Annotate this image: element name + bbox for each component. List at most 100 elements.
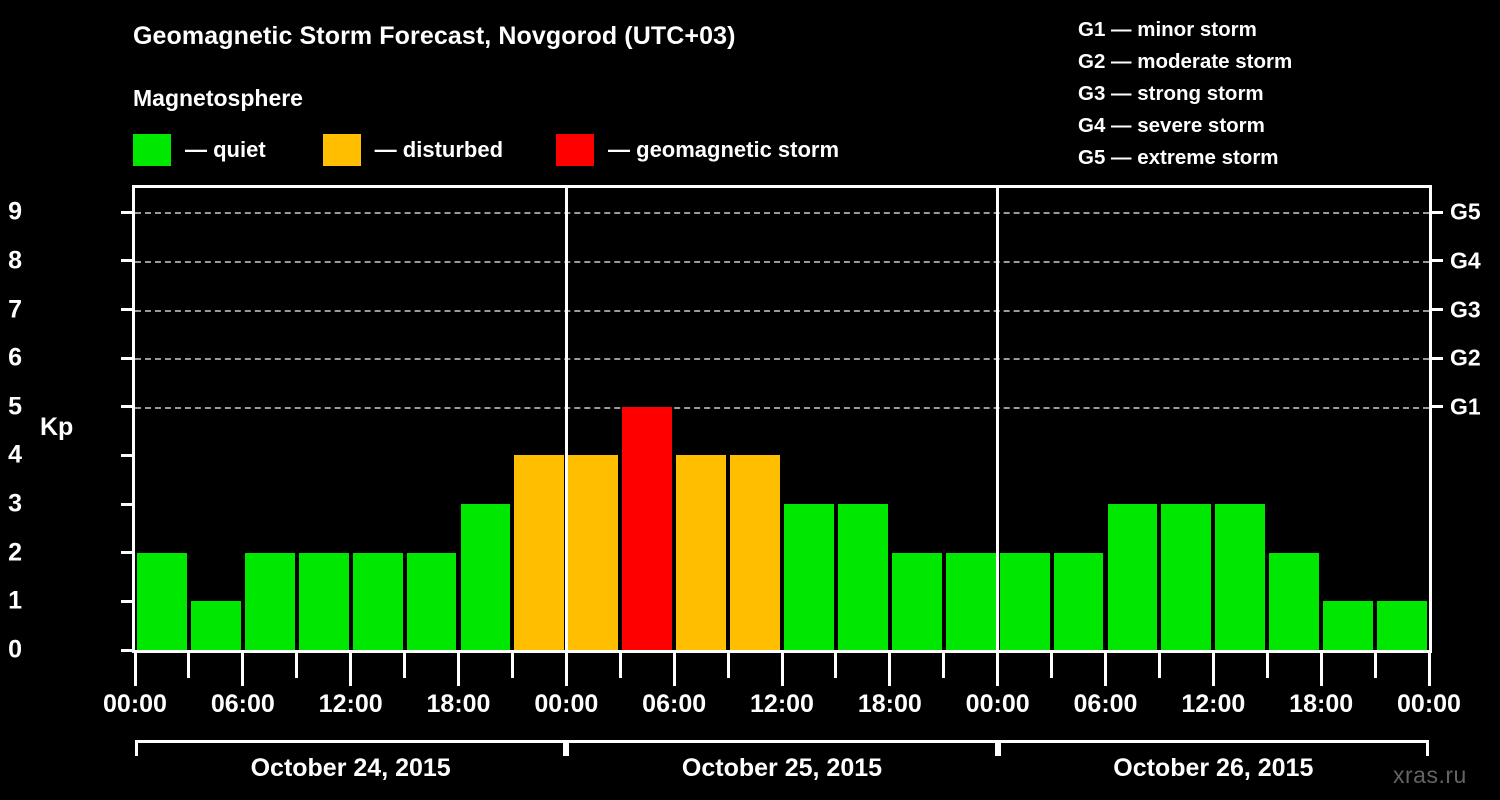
bar[interactable] [784,504,834,650]
day-label: October 26, 2015 [1113,754,1314,782]
x-tick-label: 18:00 [426,690,491,718]
page-title: Geomagnetic Storm Forecast, Novgorod (UT… [133,22,736,50]
bar[interactable] [999,552,1050,650]
legend-item-geomagnetic-storm: — geomagnetic storm [556,133,839,167]
bar[interactable] [190,601,241,650]
bar[interactable] [568,455,619,650]
g-scale-line-g4: G4 — severe storm [1078,114,1265,137]
x-tick-label: 06:00 [1073,690,1138,718]
bar[interactable] [1269,552,1320,650]
bar[interactable] [891,552,942,650]
gridline-kp-6 [135,358,1429,361]
color-legend: — quiet — disturbed — geomagnetic storm [133,133,839,167]
bar[interactable] [244,552,295,650]
x-tick-mark [403,653,407,678]
disturbed-swatch-icon [322,134,361,166]
legend-item-quiet: — quiet [133,133,266,167]
legend-item-disturbed: — disturbed [322,133,504,167]
x-tick-label: 12:00 [1181,690,1246,718]
bar[interactable] [460,504,511,650]
bar[interactable] [622,406,673,650]
bar[interactable] [1377,601,1427,650]
g-scale-line-g1: G1 — minor storm [1078,18,1257,41]
y-tick-mark-6 [121,356,132,360]
x-tick-mark [726,653,730,678]
y-tick-mark-5 [121,405,132,409]
y-tick-mark-2 [121,551,132,555]
x-tick-label: 18:00 [857,690,922,718]
day-label: October 25, 2015 [681,754,883,782]
y-tick-label-3: 3 [8,489,22,518]
x-tick-mark [133,653,137,686]
x-tick-label: 00:00 [103,690,167,718]
bar[interactable] [1323,601,1374,650]
day-bracket-3 [997,740,1429,756]
bar[interactable] [137,552,187,650]
y-tick-label-4: 4 [8,440,22,469]
x-tick-label: 00:00 [965,690,1030,718]
x-tick-mark [780,653,784,686]
x-tick-mark [457,653,460,686]
g-tick-mark-g1 [1432,405,1443,409]
y-tick-label-8: 8 [8,246,22,275]
magnetosphere-section-label: Magnetosphere [133,85,303,111]
g-tick-label-g1: G1 [1450,393,1481,420]
bar[interactable] [298,552,349,650]
legend-label-geomagnetic-storm: — geomagnetic storm [608,137,840,162]
y-tick-label-7: 7 [8,295,22,324]
y-tick-label-0: 0 [8,635,22,664]
bar[interactable] [837,504,888,650]
watermark: xras.ru [1393,762,1467,788]
bar[interactable] [1107,504,1158,650]
plot-inner [135,188,1429,650]
x-tick-label: 00:00 [534,690,599,718]
x-tick-mark [888,653,892,686]
gridline-kp-9 [135,212,1429,215]
y-axis-title: Kp [40,413,74,441]
x-tick-mark [349,653,353,686]
bar[interactable] [352,552,403,650]
x-tick-label: 12:00 [318,690,383,718]
g-tick-label-g5: G5 [1450,198,1481,225]
y-tick-label-1: 1 [8,586,22,615]
x-tick-label: 12:00 [750,690,814,718]
x-tick-mark [564,653,568,686]
x-tick-mark [942,653,946,678]
bar[interactable] [730,455,780,650]
y-tick-label-9: 9 [8,197,22,226]
legend-label-quiet: — quiet [185,137,266,162]
day-label: October 24, 2015 [250,754,451,782]
x-tick-mark [1050,653,1054,678]
x-tick-mark [996,653,1000,686]
g-tick-mark-g4 [1432,259,1443,263]
bar[interactable] [1215,504,1266,650]
bar[interactable] [676,455,727,650]
x-tick-label: 18:00 [1289,690,1354,718]
g-scale-line-g2: G2 — moderate storm [1078,50,1293,73]
x-tick-mark [1319,653,1323,686]
g-scale-legend: G1 — minor storm G2 — moderate storm G3 … [1078,14,1292,174]
x-tick-mark [1373,653,1377,678]
y-tick-label-2: 2 [8,538,22,567]
geomagnetic-storm-swatch-icon [556,134,595,166]
gridline-kp-5 [135,406,1429,409]
y-tick-label-5: 5 [8,392,22,421]
legend-label-disturbed: — disturbed [374,137,504,162]
y-tick-mark-8 [121,259,132,263]
y-tick-label-6: 6 [8,343,22,372]
day-divider-2 [996,188,1000,650]
x-tick-mark [1265,653,1269,678]
gridline-kp-8 [135,260,1429,263]
y-tick-mark-3 [121,502,132,506]
plot-area [132,185,1432,653]
bar[interactable] [1053,552,1104,650]
bar[interactable] [406,552,457,650]
x-tick-mark [241,653,245,686]
bar[interactable] [945,552,996,650]
g-scale-line-g5: G5 — extreme storm [1078,146,1279,169]
bar[interactable] [1161,504,1212,650]
bar[interactable] [514,455,565,650]
g-tick-mark-g3 [1432,308,1443,312]
x-tick-label: 06:00 [642,690,707,718]
y-tick-mark-4 [121,453,132,457]
